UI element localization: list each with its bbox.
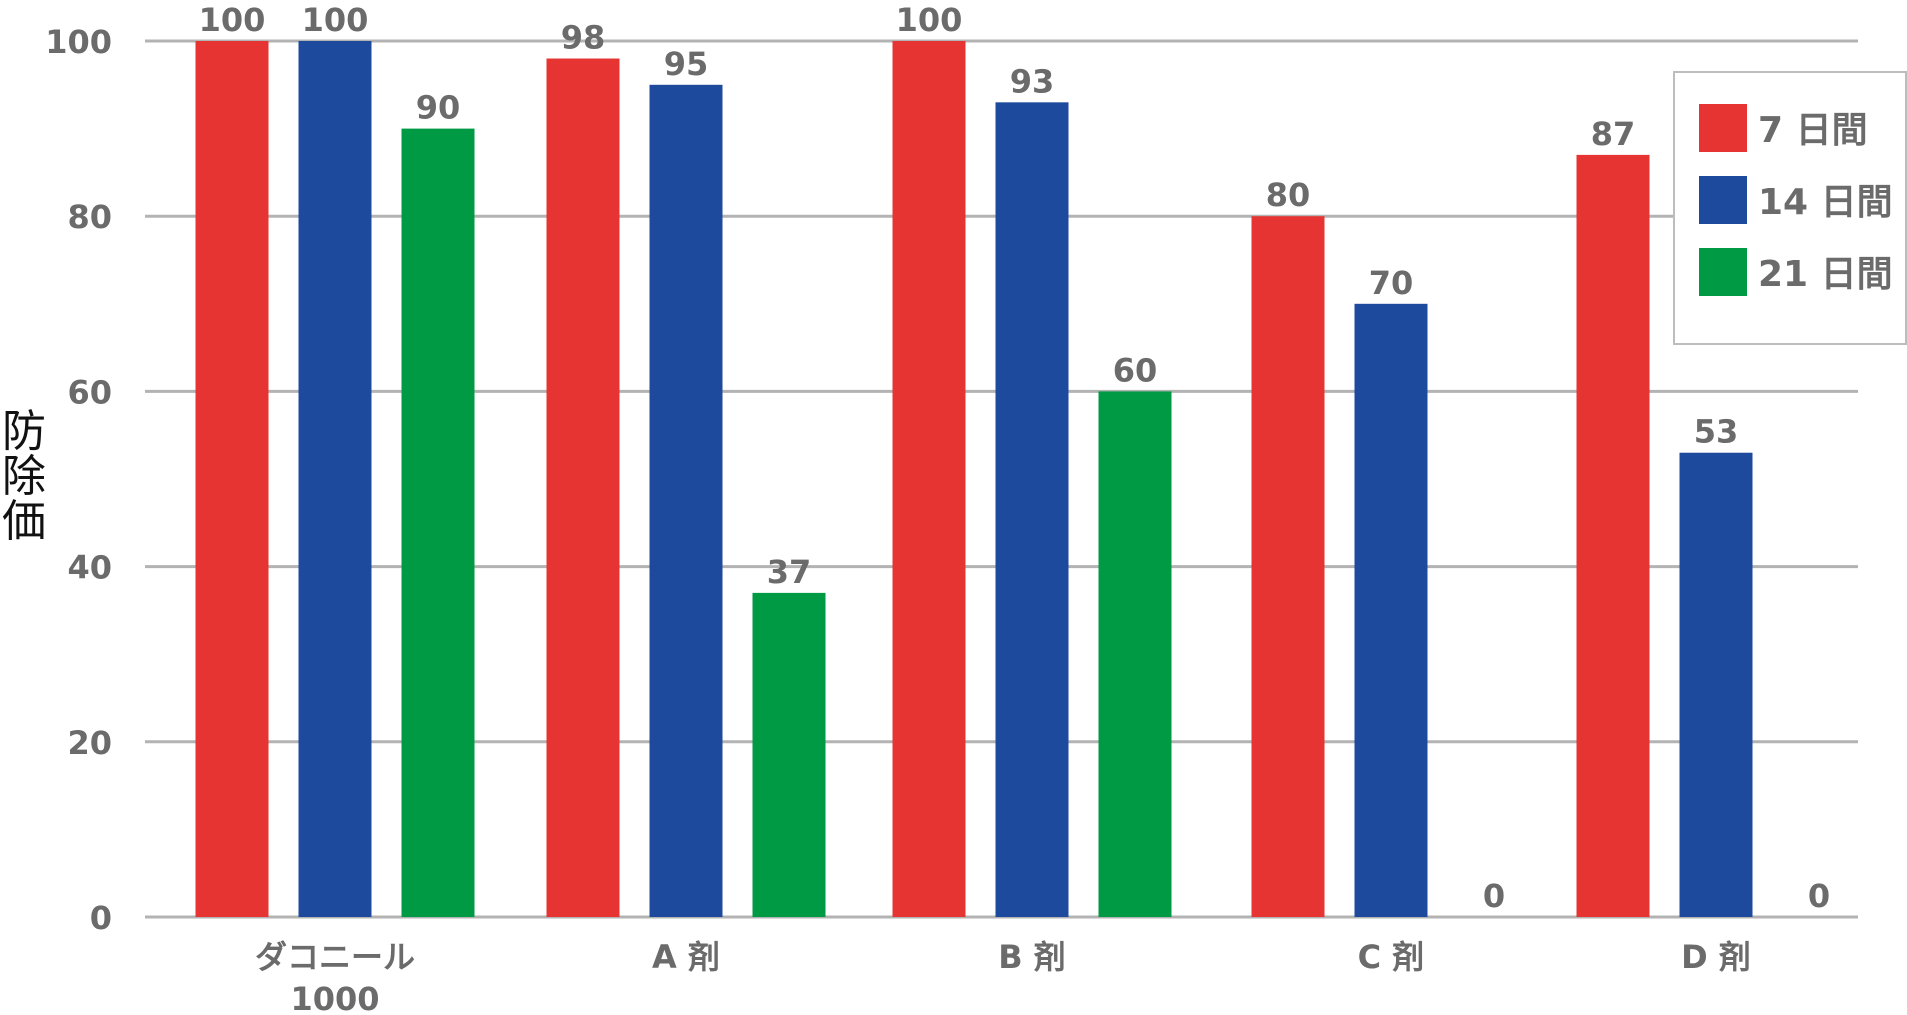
x-tick-label: A 剤 <box>652 938 720 976</box>
y-tick-label: 20 <box>67 724 112 762</box>
bar <box>1576 154 1650 917</box>
x-tick-label: ダコニール <box>255 938 415 976</box>
data-label: 53 <box>1694 413 1739 451</box>
y-tick-label: 0 <box>90 899 112 937</box>
bar <box>546 58 620 917</box>
data-label: 100 <box>199 1 266 39</box>
bars <box>195 41 1753 918</box>
x-tick-label: D 剤 <box>1681 938 1751 976</box>
data-label: 80 <box>1266 176 1311 214</box>
bar <box>195 41 269 917</box>
data-label: 0 <box>1483 877 1505 915</box>
data-label: 100 <box>896 1 963 39</box>
data-label: 60 <box>1113 351 1158 389</box>
y-axis-label-group: 防除価 <box>2 406 46 547</box>
legend: 7 日間 14 日間 21 日間 <box>1673 71 1907 345</box>
data-label: 37 <box>767 553 812 591</box>
legend-swatch <box>1699 176 1747 224</box>
x-tick-label: C 剤 <box>1358 938 1425 976</box>
legend-label: 21 日間 <box>1758 254 1893 295</box>
y-axis-label: 価 <box>2 496 46 547</box>
bar <box>892 41 966 917</box>
y-axis-label: 除 <box>2 451 46 502</box>
bar <box>995 102 1069 917</box>
data-label: 70 <box>1369 264 1414 302</box>
y-axis-label: 防 <box>2 406 46 457</box>
y-tick-label: 80 <box>67 198 112 236</box>
data-label: 93 <box>1010 62 1055 100</box>
data-label: 95 <box>664 45 709 83</box>
x-axis-categories: ダコニール 1000 A 剤 B 剤 C 剤 D 剤 <box>255 938 1751 1015</box>
bar <box>1098 391 1172 917</box>
bar <box>1354 303 1428 917</box>
bar <box>1679 452 1753 917</box>
x-tick-label: 1000 <box>290 980 379 1015</box>
data-label: 0 <box>1808 877 1830 915</box>
bar <box>752 592 826 917</box>
data-label: 90 <box>416 89 461 127</box>
legend-swatch <box>1699 248 1747 296</box>
data-label: 100 <box>302 1 369 39</box>
bar <box>649 84 723 918</box>
legend-swatch <box>1699 104 1747 152</box>
bar <box>1251 216 1325 917</box>
y-tick-label: 100 <box>45 23 112 61</box>
data-label: 98 <box>561 19 606 57</box>
bar <box>401 128 475 918</box>
data-label: 87 <box>1591 115 1636 153</box>
data-labels: 100 100 90 98 95 37 100 93 60 80 70 0 87 53 0 <box>199 1 1831 915</box>
bar <box>298 41 372 917</box>
y-tick-label: 60 <box>67 373 112 411</box>
y-tick-label: 40 <box>67 549 112 587</box>
y-axis-ticks: 0 20 40 60 80 100 <box>45 23 112 937</box>
legend-label: 7 日間 <box>1758 110 1868 151</box>
legend-label: 14 日間 <box>1758 182 1893 223</box>
x-tick-label: B 剤 <box>998 938 1066 976</box>
